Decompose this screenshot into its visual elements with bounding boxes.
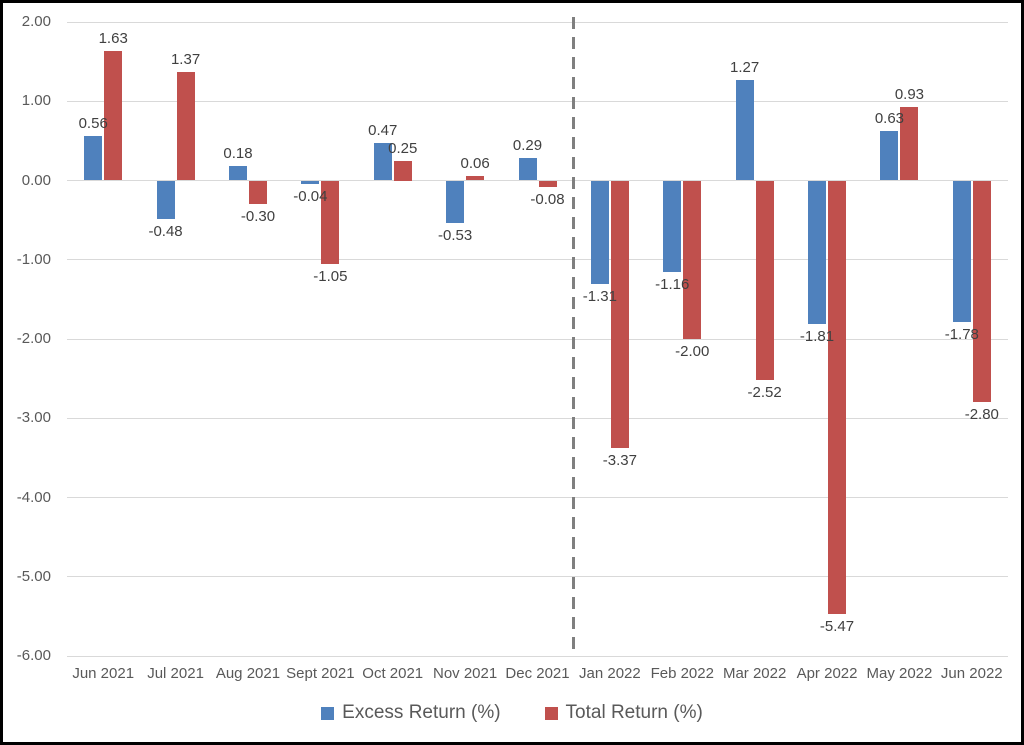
data-label-total-return: 1.63: [98, 30, 128, 48]
bar-total-return: [321, 180, 340, 264]
data-label-excess-return: 0.47: [368, 122, 398, 140]
x-axis-label: Feb 2022: [650, 665, 714, 682]
y-axis-label: -1.00: [16, 250, 51, 268]
x-axis-label: Nov 2021: [433, 665, 498, 682]
data-label-excess-return: 1.27: [730, 58, 760, 76]
bar-excess-return: [880, 130, 899, 181]
data-label-excess-return: -1.31: [582, 288, 617, 306]
data-label-excess-return: 0.63: [874, 109, 905, 127]
bar-excess-return: [373, 143, 392, 181]
bar-excess-return: [735, 79, 754, 181]
bar-excess-return: [518, 157, 537, 181]
data-label-excess-return: 0.18: [223, 145, 253, 163]
data-label-total-return: -0.30: [240, 208, 276, 226]
y-axis-label: 0.00: [21, 171, 51, 189]
bar-total-return: [828, 180, 847, 614]
legend-label-total-return: Total Return (%): [565, 702, 703, 723]
data-label-excess-return: 0.56: [78, 115, 108, 133]
bar-excess-return: [156, 180, 175, 219]
x-axis-label: Apr 2022: [796, 665, 858, 682]
data-label-total-return: -3.37: [602, 451, 637, 469]
gridline: [67, 655, 1008, 657]
gridline: [67, 180, 1008, 181]
data-label-total-return: 1.37: [170, 50, 201, 68]
data-label-excess-return: -0.48: [148, 222, 183, 240]
data-label-total-return: -5.47: [819, 617, 855, 635]
x-axis-label: Mar 2022: [722, 665, 787, 682]
bar-excess-return: [84, 136, 103, 181]
data-label-total-return: 0.93: [894, 85, 925, 103]
x-axis-label: Dec 2021: [505, 665, 570, 682]
y-axis: 2.00 1.00 0.00 -1.00 -2.00 -3.00 -4.00 -5.00 -6.…: [3, 13, 51, 664]
y-axis-label: -2.00: [16, 330, 51, 347]
excess-return-swatch-icon: [321, 706, 335, 720]
legend-item-total-return: Total Return (%): [544, 702, 703, 724]
data-label-excess-return: -1.81: [799, 327, 835, 345]
bar-total-return: [466, 175, 485, 181]
data-label-excess-return: -0.04: [293, 187, 328, 205]
gridline: [67, 417, 1008, 419]
data-label-excess-return: -1.16: [655, 276, 690, 294]
y-axis-label: -4.00: [16, 488, 51, 506]
data-label-total-return: 0.06: [460, 154, 490, 172]
bar-excess-return: [952, 180, 971, 322]
bar-total-return: [972, 180, 991, 403]
bar-total-return: [538, 180, 557, 187]
gridline: [67, 497, 1008, 498]
data-label-excess-return: -1.78: [944, 325, 979, 343]
gridline: [67, 259, 1008, 261]
x-axis-label: Sept 2021: [286, 665, 355, 682]
gridline: [67, 21, 1008, 23]
x-axis-label: Oct 2021: [362, 665, 424, 682]
legend-label-excess-return: Excess Return (%): [342, 702, 501, 723]
y-axis-label: 1.00: [21, 92, 51, 110]
year-separator-line: [572, 17, 576, 656]
x-axis-label: May 2022: [866, 665, 933, 682]
bar-total-return: [755, 180, 774, 381]
bar-total-return: [900, 106, 919, 181]
bar-excess-return: [301, 180, 320, 184]
data-label-total-return: -2.00: [675, 343, 710, 360]
bar-excess-return: [663, 180, 682, 273]
x-axis-label: Jun 2022: [940, 665, 1003, 682]
data-label-total-return: -1.05: [313, 267, 348, 285]
bar-total-return: [176, 71, 195, 181]
data-label-excess-return: 0.29: [512, 136, 543, 154]
x-axis-label: Aug 2021: [215, 665, 281, 682]
bar-total-return: [104, 51, 123, 181]
bar-excess-return: [808, 180, 827, 324]
bar-excess-return: [446, 180, 465, 223]
data-label-total-return: 0.25: [388, 139, 418, 157]
bar-excess-return: [228, 166, 247, 181]
bar-total-return: [393, 160, 412, 181]
gridline: [67, 100, 1008, 102]
gridline: [67, 576, 1008, 578]
y-axis-label: -5.00: [16, 567, 51, 585]
data-label-total-return: -2.52: [747, 384, 782, 402]
plot-area: 0.56 -0.48 0.18 -0.04 0.47 -0.53 0.29 -1.31 -1.1…: [67, 17, 1008, 657]
y-axis-label: -6.00: [16, 647, 51, 664]
x-axis: Jun 2021 Jul 2021 Aug 2021 Sept 2021 Oct 202…: [67, 663, 1008, 685]
x-axis-label: Jun 2021: [72, 665, 135, 682]
bar-total-return: [248, 180, 267, 205]
bar-excess-return: [590, 180, 609, 285]
data-label-total-return: -0.08: [530, 190, 565, 208]
bar-total-return: [610, 180, 629, 448]
y-axis-label: 2.00: [21, 13, 51, 30]
y-axis-label: -3.00: [16, 409, 51, 427]
total-return-swatch-icon: [544, 706, 558, 720]
legend: Excess Return (%) Total Return (%): [3, 702, 1021, 724]
x-axis-label: Jan 2022: [579, 665, 641, 682]
data-label-total-return: -2.80: [964, 406, 999, 424]
bar-total-return: [683, 180, 702, 339]
x-axis-label: Jul 2021: [147, 665, 204, 682]
gridline: [67, 338, 1008, 340]
legend-item-excess-return: Excess Return (%): [321, 702, 501, 724]
data-label-excess-return: -0.53: [438, 226, 473, 244]
